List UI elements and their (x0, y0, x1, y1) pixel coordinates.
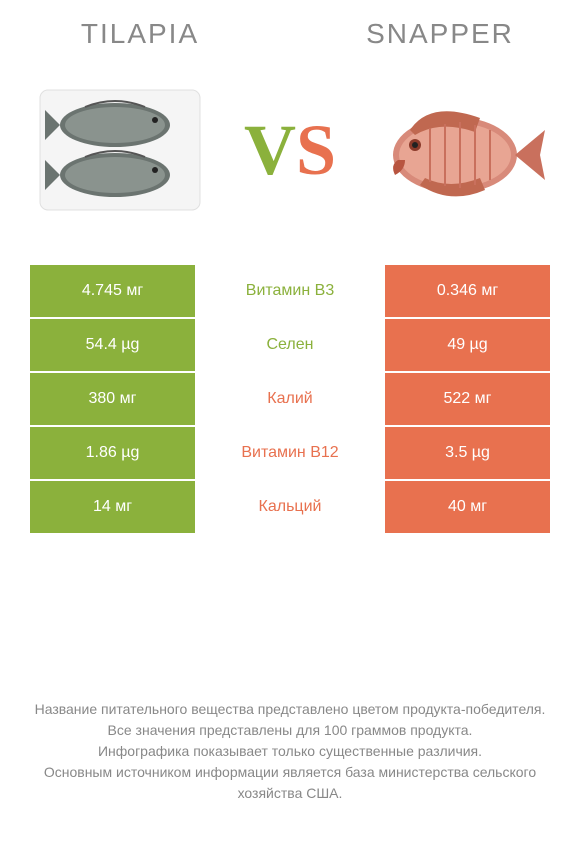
title-tilapia: Tilapia (40, 18, 240, 50)
vs-v: V (244, 110, 296, 190)
table-row: 4.745 мг Витамин B3 0.346 мг (30, 265, 550, 319)
images-row: VS (0, 50, 580, 265)
footer-line: Инфографика показывает только существенн… (30, 741, 550, 762)
snapper-image (370, 60, 550, 240)
vs-label: VS (244, 109, 336, 192)
cell-right-value: 49 µg (385, 319, 550, 371)
title-snapper: Snapper (340, 18, 540, 50)
comparison-table: 4.745 мг Витамин B3 0.346 мг 54.4 µg Сел… (30, 265, 550, 535)
cell-right-value: 3.5 µg (385, 427, 550, 479)
cell-nutrient-label: Кальций (195, 481, 385, 533)
cell-left-value: 4.745 мг (30, 265, 195, 317)
footer-line: Основным источником информации является … (30, 762, 550, 804)
cell-left-value: 14 мг (30, 481, 195, 533)
cell-left-value: 1.86 µg (30, 427, 195, 479)
table-row: 14 мг Кальций 40 мг (30, 481, 550, 535)
cell-nutrient-label: Селен (195, 319, 385, 371)
cell-right-value: 0.346 мг (385, 265, 550, 317)
table-row: 1.86 µg Витамин B12 3.5 µg (30, 427, 550, 481)
cell-nutrient-label: Витамин B12 (195, 427, 385, 479)
table-row: 54.4 µg Селен 49 µg (30, 319, 550, 373)
table-row: 380 мг Калий 522 мг (30, 373, 550, 427)
cell-left-value: 380 мг (30, 373, 195, 425)
cell-right-value: 522 мг (385, 373, 550, 425)
footer-notes: Название питательного вещества представл… (0, 699, 580, 804)
footer-line: Все значения представлены для 100 граммо… (30, 720, 550, 741)
cell-nutrient-label: Калий (195, 373, 385, 425)
cell-left-value: 54.4 µg (30, 319, 195, 371)
footer-line: Название питательного вещества представл… (30, 699, 550, 720)
tilapia-image (30, 60, 210, 240)
snapper-icon (370, 60, 550, 240)
cell-right-value: 40 мг (385, 481, 550, 533)
tilapia-icon (30, 60, 210, 240)
cell-nutrient-label: Витамин B3 (195, 265, 385, 317)
header: Tilapia Snapper (0, 0, 580, 50)
vs-s: S (296, 110, 336, 190)
